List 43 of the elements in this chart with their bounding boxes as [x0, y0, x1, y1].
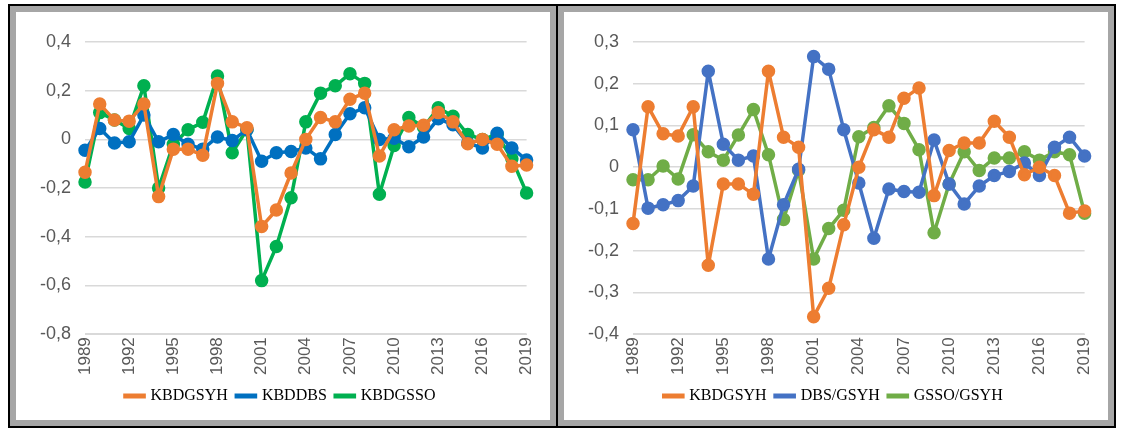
- x-tick-label: 2019: [1074, 337, 1094, 376]
- x-tick-label: 1989: [622, 337, 642, 376]
- y-tick-label: -0,2: [587, 239, 620, 260]
- x-tick-label: 1995: [713, 337, 733, 376]
- y-tick-label: -0,2: [39, 177, 72, 198]
- x-tick-label: 2013: [983, 337, 1003, 376]
- y-tick-label: 0,1: [593, 114, 620, 135]
- legend-label: GSSO/GSYH: [913, 386, 1004, 404]
- x-tick-label: 2016: [1029, 337, 1049, 376]
- x-tick-label: 1998: [207, 337, 227, 376]
- y-tick-label: -0,6: [39, 274, 72, 295]
- x-tick-label: 1992: [667, 337, 687, 376]
- y-tick-label: 0,2: [45, 79, 72, 100]
- y-tick-label: -0,3: [587, 281, 620, 302]
- x-tick-label: 2004: [295, 337, 315, 376]
- legend-label: KBDGSSO: [360, 386, 436, 404]
- y-tick-label: -0,4: [587, 323, 620, 344]
- x-tick-label: 2013: [427, 337, 447, 376]
- x-tick-label: 1998: [758, 337, 778, 376]
- x-tick-label: 1992: [118, 337, 138, 376]
- legend-label: KBDDBS: [261, 386, 327, 404]
- x-tick-label: 2007: [893, 337, 913, 376]
- legend-label: KBDGSYH: [689, 386, 768, 404]
- legend-label: KBDGSYH: [150, 386, 229, 404]
- y-tick-label: -0,8: [39, 323, 72, 344]
- y-tick-label: 0: [61, 128, 72, 149]
- x-tick-label: 2001: [803, 337, 823, 376]
- x-tick-label: 2010: [938, 337, 958, 376]
- x-tick-label: 2004: [848, 337, 868, 376]
- x-tick-label: 1989: [74, 337, 94, 376]
- y-tick-label: 0,2: [593, 72, 620, 93]
- x-tick-label: 2016: [472, 337, 492, 376]
- y-tick-label: -0,1: [587, 197, 620, 218]
- y-tick-label: -0,4: [39, 225, 72, 246]
- y-tick-label: 0,3: [593, 30, 620, 51]
- y-tick-label: 0: [609, 156, 620, 177]
- x-tick-label: 2007: [339, 337, 359, 376]
- y-tick-label: 0,4: [45, 30, 72, 51]
- x-tick-label: 2001: [251, 337, 271, 376]
- x-tick-label: 2010: [383, 337, 403, 376]
- x-tick-label: 1995: [163, 337, 183, 376]
- x-tick-label: 2019: [516, 337, 536, 376]
- legend-label: DBS/GSYH: [800, 386, 881, 404]
